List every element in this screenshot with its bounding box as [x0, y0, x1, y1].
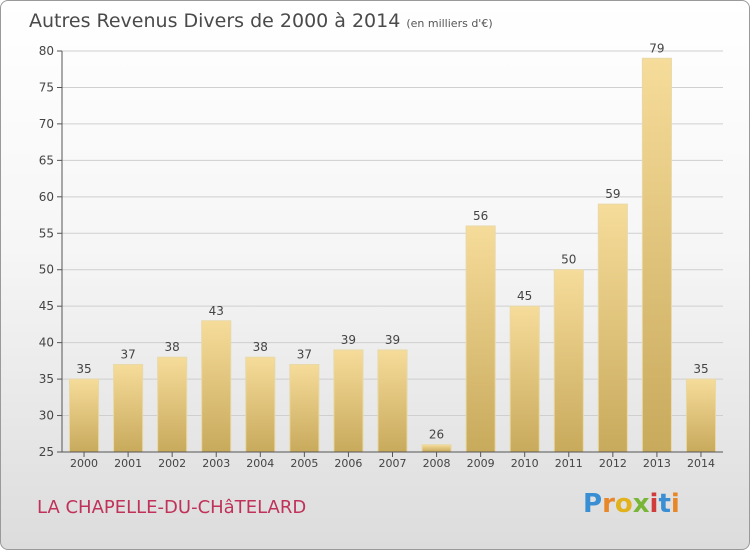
y-tick-label: 30 [39, 409, 54, 423]
data-label: 59 [605, 187, 620, 201]
x-tick-label: 2001 [114, 457, 142, 470]
y-tick-label: 70 [39, 117, 54, 131]
logo-letter: t [658, 489, 671, 519]
axes: 25 30 35 40 45 50 55 60 65 70 75 80 2000 2001 2002 2003… [39, 44, 723, 470]
y-tick-label: 80 [39, 44, 54, 58]
data-label: 35 [76, 362, 91, 376]
logo-letter: P [583, 489, 603, 519]
data-label: 38 [253, 340, 268, 354]
data-label: 26 [429, 428, 444, 442]
bar-2001 [113, 364, 144, 453]
bar-2009 [465, 225, 496, 453]
x-tick-label: 2004 [246, 457, 274, 470]
bar-2003 [201, 320, 232, 453]
data-label: 45 [517, 289, 532, 303]
y-tick-label: 35 [39, 372, 54, 386]
y-tick-label: 50 [39, 263, 54, 277]
data-label: 79 [649, 41, 664, 55]
chart-unit: (en milliers d'€) [406, 17, 493, 30]
x-tick-label: 2010 [511, 457, 539, 470]
x-tick-label: 2012 [599, 457, 627, 470]
chart-title-text: Autres Revenus Divers de 2000 à 2014 [29, 10, 401, 32]
x-tick-label: 2009 [467, 457, 495, 470]
x-tick-label: 2014 [687, 457, 715, 470]
x-tick-label: 2011 [555, 457, 583, 470]
data-label: 38 [165, 340, 180, 354]
bar-2012 [597, 203, 628, 453]
x-tick-label: 2003 [202, 457, 230, 470]
x-tick-label: 2013 [643, 457, 671, 470]
commune-name: LA CHAPELLE-DU-CHâTELARD [37, 497, 307, 518]
bar-2008 [421, 444, 452, 453]
x-tick-label: 2000 [70, 457, 98, 470]
bar-2011 [553, 269, 584, 453]
logo-letter: i [670, 489, 680, 519]
bar-2014 [685, 378, 717, 453]
data-label: 39 [385, 333, 400, 347]
bar-2010 [509, 305, 540, 453]
bars: 35 37 38 43 38 37 39 39 26 56 45 50 59 79 35 [68, 41, 717, 453]
bar-2013 [641, 57, 672, 453]
x-tick-label: 2002 [158, 457, 186, 470]
bar-2007 [377, 349, 408, 453]
data-label: 56 [473, 209, 488, 223]
logo-letter: i [649, 489, 659, 519]
x-tick-label: 2005 [290, 457, 318, 470]
bar-2002 [157, 356, 188, 453]
logo-letter: x [632, 489, 650, 519]
x-tick-label: 2008 [423, 457, 451, 470]
y-tick-label: 25 [39, 445, 54, 459]
logo-letter: r [602, 489, 615, 519]
data-label: 35 [693, 362, 708, 376]
data-label: 37 [120, 348, 135, 362]
x-tick-label: 2007 [379, 457, 407, 470]
data-label: 43 [209, 304, 224, 318]
bar-2000 [68, 378, 100, 453]
y-tick-label: 65 [39, 153, 54, 167]
y-tick-label: 60 [39, 190, 54, 204]
bar-2004 [245, 356, 276, 453]
proxiti-logo: Proxiti [583, 489, 680, 519]
x-tick-label: 2006 [334, 457, 362, 470]
bar-2005 [289, 364, 320, 453]
y-tick-label: 55 [39, 226, 54, 240]
y-tick-label: 75 [39, 80, 54, 94]
data-label: 50 [561, 253, 576, 267]
bar-2006 [333, 349, 364, 453]
y-tick-label: 45 [39, 299, 54, 313]
data-label: 39 [341, 333, 356, 347]
y-tick-label: 40 [39, 336, 54, 350]
data-label: 37 [297, 348, 312, 362]
chart-title: Autres Revenus Divers de 2000 à 2014 (en … [29, 10, 493, 32]
logo-letter: o [614, 489, 633, 519]
